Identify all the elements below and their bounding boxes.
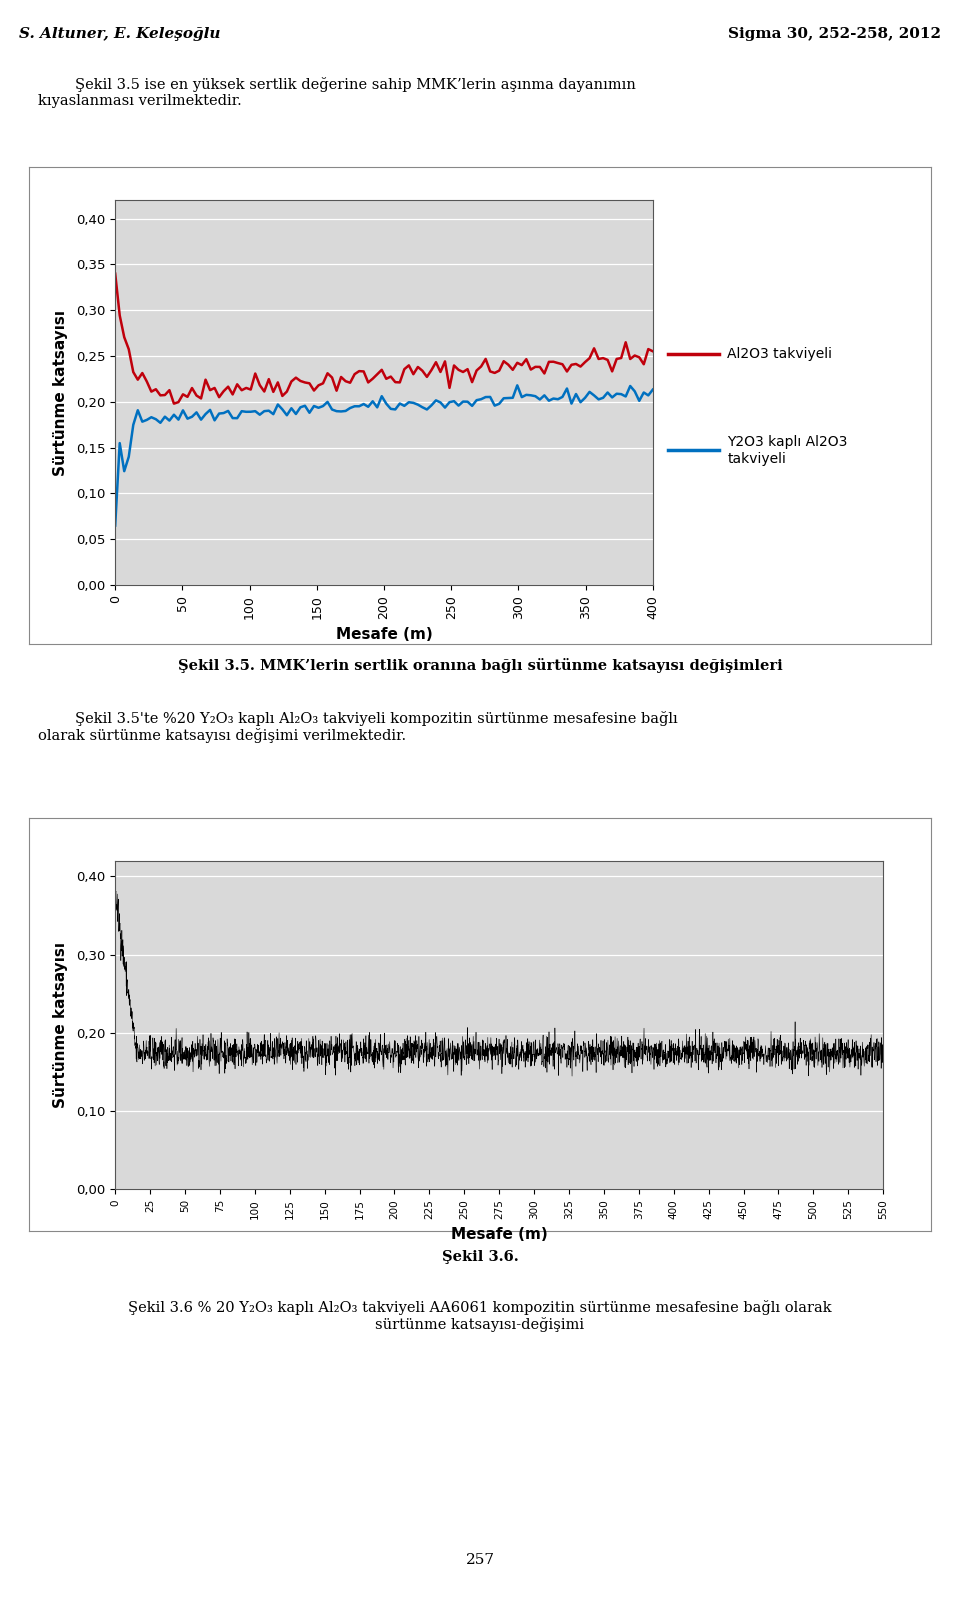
X-axis label: Mesafe (m): Mesafe (m) xyxy=(336,627,432,643)
X-axis label: Mesafe (m): Mesafe (m) xyxy=(451,1228,547,1242)
Text: S. Altuner, E. Keleşoğlu: S. Altuner, E. Keleşoğlu xyxy=(19,27,221,40)
Text: Y2O3 kaplı Al2O3
takviyeli: Y2O3 kaplı Al2O3 takviyeli xyxy=(728,436,848,465)
Text: Al2O3 takviyeli: Al2O3 takviyeli xyxy=(728,348,832,361)
Text: Şekil 3.5'te %20 Y₂O₃ kaplı Al₂O₃ takviyeli kompozitin sürtünme mesafesine bağlı: Şekil 3.5'te %20 Y₂O₃ kaplı Al₂O₃ takviy… xyxy=(38,712,678,744)
Text: Şekil 3.5 ise en yüksek sertlik değerine sahip MMK’lerin aşınma dayanımın
kıyasl: Şekil 3.5 ise en yüksek sertlik değerine… xyxy=(38,77,636,107)
Text: Sigma 30, 252-258, 2012: Sigma 30, 252-258, 2012 xyxy=(728,27,941,40)
Text: Şekil 3.6.: Şekil 3.6. xyxy=(442,1250,518,1263)
Y-axis label: Sürtünme katsayısı: Sürtünme katsayısı xyxy=(53,943,68,1108)
Y-axis label: Sürtünme katsayısı: Sürtünme katsayısı xyxy=(53,309,67,476)
Text: Şekil 3.6 % 20 Y₂O₃ kaplı Al₂O₃ takviyeli AA6061 kompozitin sürtünme mesafesine : Şekil 3.6 % 20 Y₂O₃ kaplı Al₂O₃ takviyel… xyxy=(129,1300,831,1332)
Text: Şekil 3.5. MMK’lerin sertlik oranına bağlı sürtünme katsayısı değişimleri: Şekil 3.5. MMK’lerin sertlik oranına bağ… xyxy=(178,659,782,673)
Text: 257: 257 xyxy=(466,1553,494,1566)
